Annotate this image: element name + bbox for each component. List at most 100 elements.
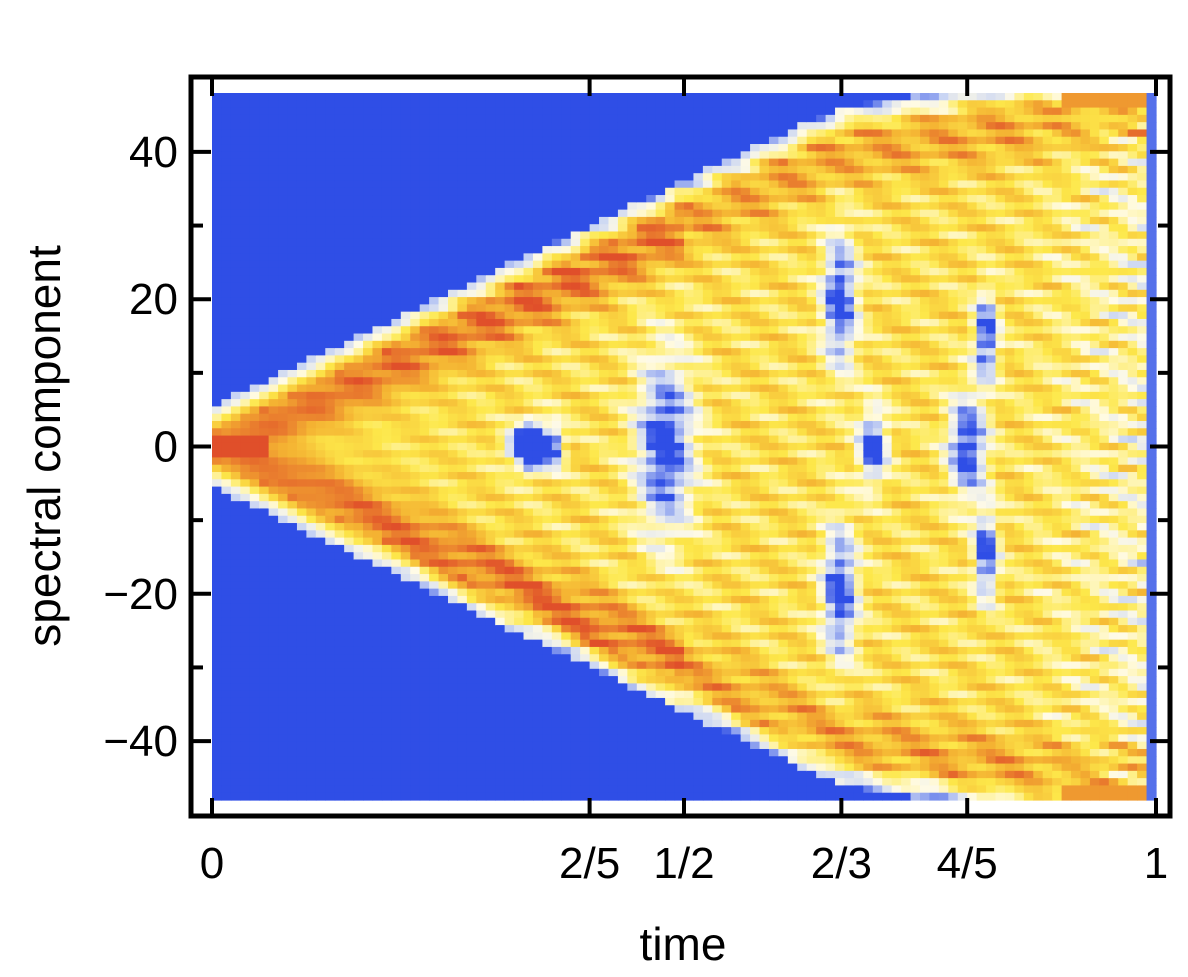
heatmap-cell xyxy=(636,442,647,451)
heatmap-cell xyxy=(599,603,610,612)
heatmap-cell xyxy=(438,472,449,480)
heatmap-cell xyxy=(617,297,628,305)
heatmap-cell xyxy=(551,705,562,714)
heatmap-cell xyxy=(296,195,307,203)
heatmap-cell xyxy=(532,362,543,371)
heatmap-cell xyxy=(617,406,628,415)
heatmap-cell xyxy=(580,362,591,371)
heatmap-cell xyxy=(485,464,496,473)
heatmap-cell xyxy=(363,311,374,320)
heatmap-cell xyxy=(259,486,270,495)
heatmap-cell xyxy=(504,209,515,218)
heatmap-cell xyxy=(466,734,477,743)
heatmap-cell xyxy=(448,122,459,131)
heatmap-cell xyxy=(617,340,628,349)
heatmap-cell xyxy=(608,165,619,174)
heatmap-cell xyxy=(476,581,487,590)
heatmap-cell xyxy=(419,574,430,582)
heatmap-cell xyxy=(580,756,591,765)
heatmap-cell xyxy=(665,763,676,772)
heatmap-cell xyxy=(448,311,459,320)
heatmap-cell xyxy=(542,719,553,728)
heatmap-cell xyxy=(636,100,647,109)
heatmap-cell xyxy=(259,224,270,233)
heatmap-cell xyxy=(212,479,223,488)
heatmap-cell xyxy=(674,625,685,633)
heatmap-cell xyxy=(372,238,383,247)
heatmap-cell xyxy=(448,756,459,765)
heatmap-cell xyxy=(259,209,270,218)
heatmap-cell xyxy=(259,202,270,211)
heatmap-cell xyxy=(589,435,600,444)
heatmap-cell xyxy=(551,530,562,539)
heatmap-cell xyxy=(457,107,468,116)
heatmap-cell xyxy=(296,595,307,604)
heatmap-cell xyxy=(381,610,392,619)
heatmap-cell xyxy=(636,625,647,633)
heatmap-cell xyxy=(580,792,591,801)
heatmap-cell xyxy=(457,311,468,320)
heatmap-cell xyxy=(296,173,307,182)
heatmap-cell xyxy=(391,158,402,167)
heatmap-cell xyxy=(381,93,392,101)
heatmap-cell xyxy=(608,654,619,663)
heatmap-cell xyxy=(372,603,383,612)
heatmap-cell xyxy=(438,406,449,415)
heatmap-cell xyxy=(561,318,572,327)
heatmap-cell xyxy=(570,603,581,612)
heatmap-cell xyxy=(391,420,402,429)
heatmap-cell xyxy=(532,209,543,218)
heatmap-cell xyxy=(485,450,496,459)
heatmap-cell xyxy=(221,530,232,539)
heatmap-cell xyxy=(306,413,317,422)
heatmap-cell xyxy=(259,129,270,138)
heatmap-cell xyxy=(353,464,364,473)
heatmap-cell xyxy=(608,297,619,305)
heatmap-cell xyxy=(410,625,421,633)
heatmap-cell xyxy=(665,508,676,517)
heatmap-cell xyxy=(495,515,506,524)
heatmap-cell xyxy=(230,187,241,196)
heatmap-cell xyxy=(268,668,279,677)
heatmap-cell xyxy=(476,369,487,378)
heatmap-cell xyxy=(636,297,647,305)
heatmap-cell xyxy=(278,180,289,189)
heatmap-cell xyxy=(684,574,695,582)
heatmap-cell xyxy=(429,632,440,641)
heatmap-cell xyxy=(306,129,317,138)
heatmap-cell xyxy=(532,719,543,728)
heatmap-cell xyxy=(296,165,307,174)
heatmap-cell xyxy=(249,297,260,305)
heatmap-cell xyxy=(617,479,628,488)
heatmap-cell xyxy=(466,399,477,408)
heatmap-cell xyxy=(627,442,638,451)
heatmap-cell xyxy=(627,683,638,692)
heatmap-cell xyxy=(419,318,430,327)
heatmap-cell xyxy=(580,442,591,451)
heatmap-cell xyxy=(504,683,515,692)
heatmap-cell xyxy=(627,625,638,633)
heatmap-cell xyxy=(230,136,241,145)
heatmap-cell xyxy=(429,778,440,787)
heatmap-cell xyxy=(249,275,260,284)
heatmap-cell xyxy=(580,632,591,641)
heatmap-cell xyxy=(240,391,251,400)
heatmap-cell xyxy=(636,282,647,291)
heatmap-cell xyxy=(608,107,619,116)
heatmap-cell xyxy=(599,165,610,174)
heatmap-cell xyxy=(344,289,355,298)
heatmap-cell xyxy=(684,136,695,145)
heatmap-cell xyxy=(410,136,421,145)
heatmap-cell xyxy=(419,792,430,801)
heatmap-cell xyxy=(325,246,336,254)
heatmap-cell xyxy=(684,311,695,320)
heatmap-cell xyxy=(466,763,477,772)
heatmap-cell xyxy=(410,501,421,510)
heatmap-cell xyxy=(514,93,525,101)
heatmap-cell xyxy=(212,362,223,371)
heatmap-cell xyxy=(363,676,374,684)
heatmap-cell xyxy=(287,100,298,109)
heatmap-cell xyxy=(551,428,562,437)
heatmap-cell xyxy=(230,683,241,692)
heatmap-cell xyxy=(344,792,355,801)
